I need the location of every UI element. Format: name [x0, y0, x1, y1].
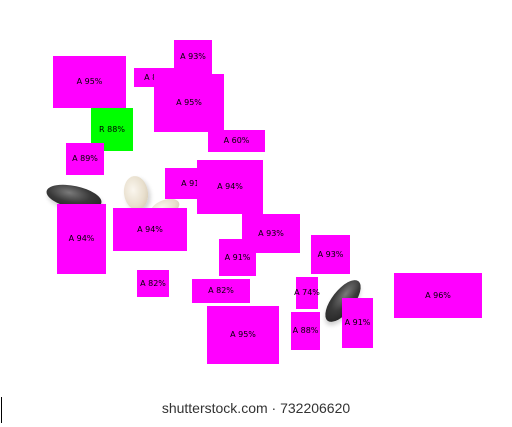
detection-box: A 60% [208, 130, 265, 152]
detection-box: A 82% [192, 279, 250, 303]
detection-label: A 88% [293, 327, 319, 335]
detection-label: A 93% [318, 251, 344, 259]
detection-label: A 82% [208, 287, 234, 295]
detection-box: A 94% [197, 160, 263, 214]
detection-label: R 88% [99, 126, 125, 134]
detection-label: A 95% [77, 78, 103, 86]
detection-label: A 93% [180, 53, 206, 61]
detection-box: A 91% [219, 239, 256, 276]
watermark-text: shutterstock.com · 732206620 [0, 400, 512, 416]
detection-box: A 94% [113, 208, 187, 251]
detection-label: A 94% [69, 235, 95, 243]
detection-label: A 95% [230, 331, 256, 339]
detection-box: A 94% [57, 204, 106, 274]
sunflower-seed-light [122, 174, 150, 211]
detection-label: A 60% [224, 137, 250, 145]
detection-box: A 88% [291, 312, 320, 350]
detection-box: A 89% [66, 143, 104, 175]
detection-label: A 89% [72, 155, 98, 163]
detection-label: A 82% [140, 280, 166, 288]
detection-label: A 94% [217, 183, 243, 191]
detection-label: A 91% [345, 319, 371, 327]
detection-label: A 95% [176, 99, 202, 107]
detection-box: A 95% [53, 56, 126, 108]
detection-label: A 74% [294, 289, 320, 297]
detection-box: A 91% [342, 298, 373, 348]
detection-box: A 95% [207, 306, 279, 364]
detection-box: A 82% [137, 270, 169, 297]
detection-label: A 96% [425, 292, 451, 300]
detection-box: A 95% [154, 74, 224, 132]
detection-label: A 94% [137, 226, 163, 234]
detection-box: A 96% [394, 273, 482, 318]
detection-label: A 91% [225, 254, 251, 262]
detection-box: A 74% [296, 277, 318, 309]
detection-label: A 93% [258, 230, 284, 238]
detection-box: A 93% [311, 235, 350, 274]
